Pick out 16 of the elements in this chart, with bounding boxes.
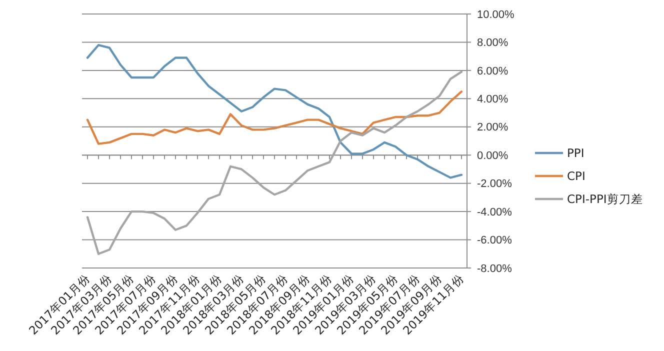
line-series [86, 70, 463, 255]
y-tick-label: -2.00% [477, 178, 512, 190]
line-series [86, 90, 463, 145]
line-series [86, 44, 463, 179]
y-tick-label: -6.00% [477, 234, 512, 247]
legend-label: CPI-PPI剪刀差 [567, 192, 643, 206]
y-tick-label: -8.00% [477, 262, 512, 275]
y-tick-label: 4.00% [477, 94, 508, 106]
legend-label: PPI [567, 146, 584, 160]
legend-label: CPI [567, 169, 586, 184]
y-tick-label: 0.00% [477, 150, 508, 162]
y-tick-label: 10.00% [477, 8, 515, 21]
y-tick-label: 2.00% [477, 122, 508, 134]
y-tick-label: -4.00% [477, 206, 512, 218]
y-tick-label: 8.00% [477, 37, 508, 50]
y-tick-label: 6.00% [477, 65, 508, 78]
